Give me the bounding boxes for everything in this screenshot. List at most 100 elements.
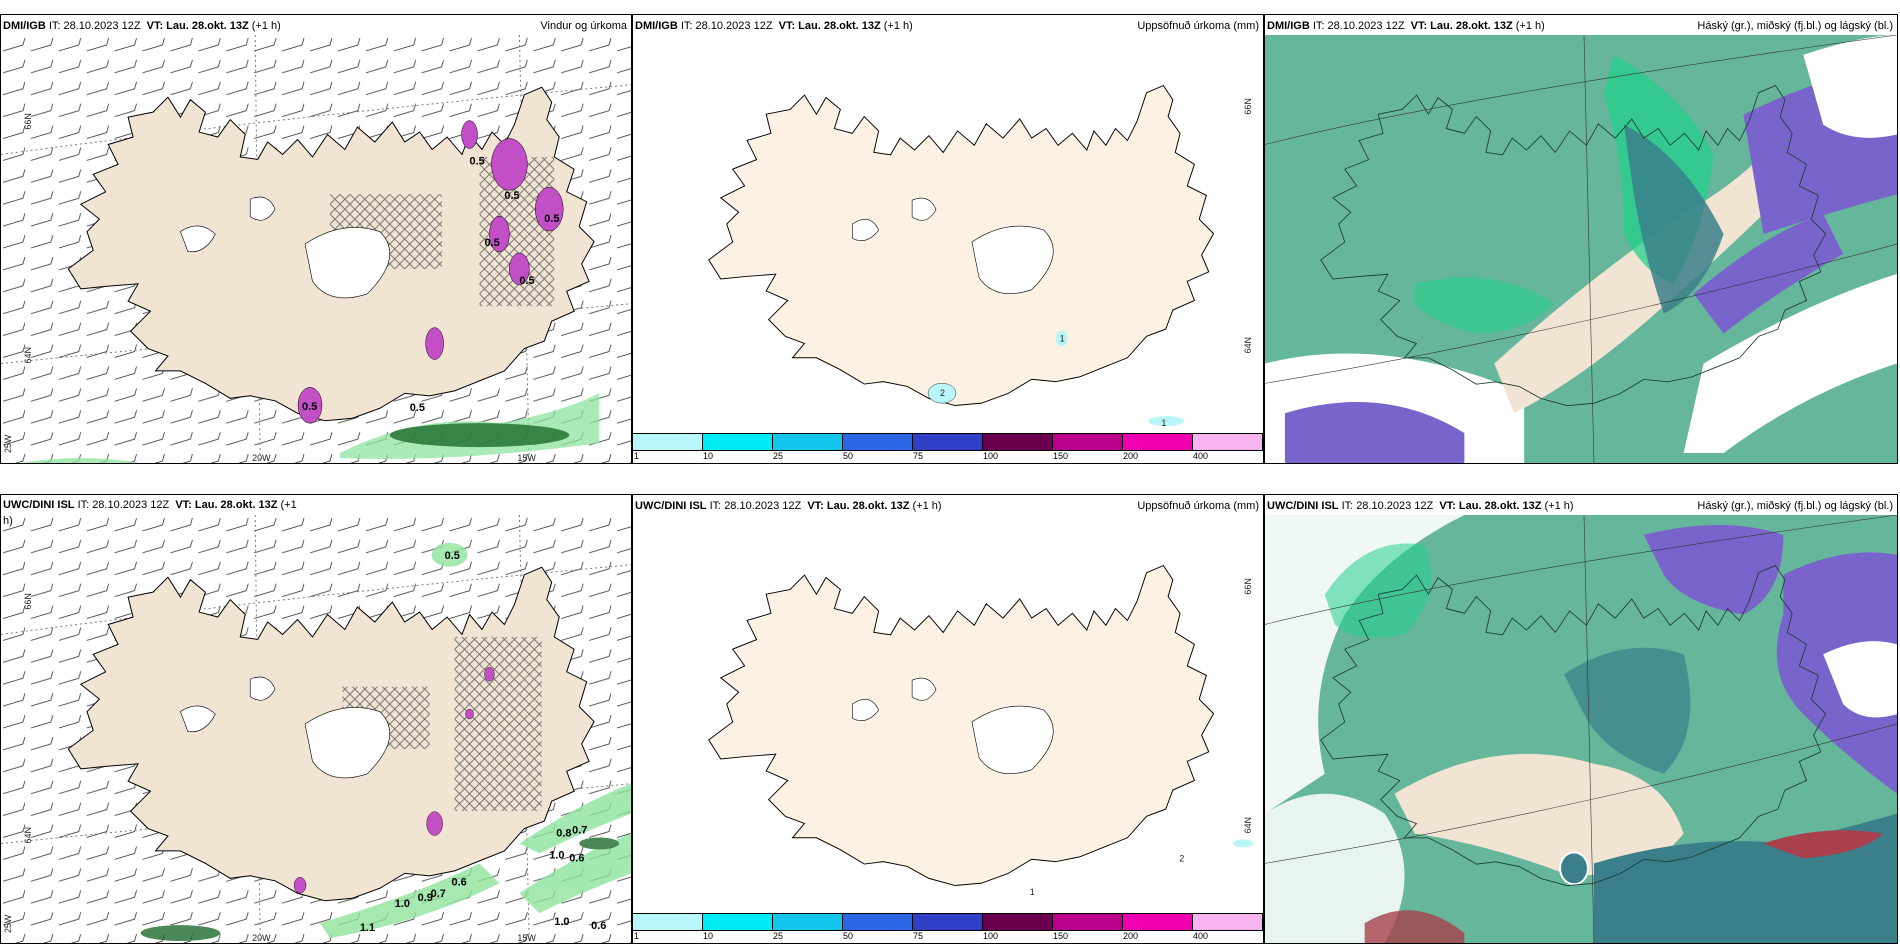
scale-cell <box>843 434 913 450</box>
vt-label: VT: <box>146 20 164 32</box>
value-label: 0.6 <box>452 876 467 888</box>
vt-value: Lau. 28.okt. 13Z <box>166 20 249 32</box>
vt-label: VT: <box>778 20 796 32</box>
lead-time: (+1 h) <box>1544 500 1574 512</box>
value-label: 0.8 <box>556 828 571 840</box>
vt-value: Lau. 28.okt. 13Z <box>798 20 881 32</box>
scale-cell <box>633 434 703 450</box>
it-value: 28.10.2023 12Z <box>695 20 773 32</box>
panel-title: Háský (gr.), miðský (fj.bl.) og lágský (… <box>1697 20 1893 32</box>
precip-scale: 1 10 25 50 75 100 150 200 400 <box>633 913 1263 943</box>
value-label: 0.5 <box>544 213 559 225</box>
scale-label: 25 <box>773 931 784 941</box>
scale-cell <box>703 914 773 930</box>
scale-label: 1 <box>634 451 640 461</box>
panel-header: UWC/DINI ISL IT: 28.10.2023 12Z VT: Lau. … <box>1267 497 1893 515</box>
model-name: DMI/IGB <box>3 20 46 32</box>
scale-bar <box>633 913 1263 931</box>
map-cloud <box>1265 35 1897 463</box>
vt-value: Lau. 28.okt. 13Z <box>1458 500 1542 512</box>
value-label: 1.0 <box>554 916 569 928</box>
panel-dmi-precip: DMI/IGB IT: 28.10.2023 12Z VT: Lau. 28.ok… <box>632 14 1264 464</box>
panel-dmi-wind: DMI/IGB IT: 28.10.2023 12Z VT: Lau. 28.ok… <box>0 14 632 464</box>
lat-label: 66N <box>23 113 33 129</box>
scale-cell <box>1123 914 1193 930</box>
it-value: 28.10.2023 12Z <box>63 20 141 32</box>
vt-value: Lau. 28.okt. 13Z <box>194 499 278 511</box>
scale-cell <box>843 914 913 930</box>
model-name: UWC/DINI ISL <box>3 499 75 511</box>
value-label: 0.6 <box>591 920 606 932</box>
vt-label: VT: <box>175 499 192 511</box>
it-value: 28.10.2023 12Z <box>1327 20 1405 32</box>
value-label: 0.5 <box>519 275 534 287</box>
value-label: 1.0 <box>549 849 564 861</box>
lead-time: (+1 h) <box>883 20 913 32</box>
it-label: IT: <box>77 499 90 511</box>
lat-label: 66N <box>23 593 33 609</box>
map-wind: 0.5 0.5 0.5 0.5 0.5 0.5 0.5 66N 64N 25W … <box>1 35 631 463</box>
vt-value: Lau. 28.okt. 13Z <box>1430 20 1513 32</box>
scale-label: 150 <box>1053 931 1069 941</box>
scale-label: 400 <box>1193 451 1209 461</box>
panel-title: Vindur og úrkoma <box>540 20 627 32</box>
scale-label: 200 <box>1123 931 1139 941</box>
value-label: 2 <box>1179 853 1184 863</box>
scale-cell <box>1053 914 1123 930</box>
scale-cell <box>773 434 843 450</box>
precip-scale: 1 10 25 50 75 100 150 200 400 <box>633 433 1263 463</box>
scale-label: 100 <box>983 931 999 941</box>
scale-label: 1 <box>634 931 640 941</box>
value-label: 2 <box>940 388 945 398</box>
value-label: 1 <box>1030 887 1035 897</box>
scale-label: 50 <box>843 451 854 461</box>
scale-label: 400 <box>1193 931 1209 941</box>
model-name: UWC/DINI ISL <box>1267 500 1339 512</box>
scale-cell <box>1053 434 1123 450</box>
scale-label: 75 <box>913 931 924 941</box>
value-label: 0.5 <box>484 237 499 249</box>
vt-value: Lau. 28.okt. 13Z <box>826 500 910 512</box>
vt-label: VT: <box>1410 20 1428 32</box>
panel-header: UWC/DINI ISL IT: 28.10.2023 12Z VT: Lau. … <box>635 497 1259 515</box>
scale-cell <box>1193 434 1263 450</box>
scale-labels: 1 10 25 50 75 100 150 200 400 <box>633 931 1263 943</box>
panel-dmi-cloud: DMI/IGB IT: 28.10.2023 12Z VT: Lau. 28.ok… <box>1264 14 1898 464</box>
lead-time: (+1 h) <box>912 500 942 512</box>
value-label: 0.5 <box>470 155 485 167</box>
lat-label: 66N <box>1243 98 1253 114</box>
panel-uwc-cloud: UWC/DINI ISL IT: 28.10.2023 12Z VT: Lau. … <box>1264 494 1898 944</box>
model-name: DMI/IGB <box>1267 20 1310 32</box>
value-label: 0.5 <box>302 401 317 413</box>
lon-label: 25W <box>3 914 13 933</box>
scale-cell <box>703 434 773 450</box>
lon-label: 15W <box>517 933 536 943</box>
green-precip <box>20 393 600 463</box>
lat-label: 64N <box>23 347 33 363</box>
map-precip: 2 1 66N 64N <box>633 515 1263 913</box>
value-label: 1.1 <box>360 922 375 934</box>
scale-cell <box>983 434 1053 450</box>
lon-label: 20W <box>252 453 271 463</box>
scale-bar <box>633 433 1263 451</box>
scale-label: 150 <box>1053 451 1069 461</box>
map-wind: 0.5 1.0 0.9 0.7 0.6 1.1 1.0 0.8 0.7 0.6 … <box>1 515 631 943</box>
scale-cell <box>913 914 983 930</box>
value-label: 0.5 <box>445 550 460 562</box>
it-value: 28.10.2023 12Z <box>1356 500 1434 512</box>
panel-header: DMI/IGB IT: 28.10.2023 12Z VT: Lau. 28.ok… <box>1267 17 1893 35</box>
lead-time: (+1 <box>280 499 297 511</box>
map-precip: 2 1 1 66N 64N <box>633 35 1263 433</box>
value-label: 0.6 <box>569 852 584 864</box>
scale-cell <box>1123 434 1193 450</box>
it-label: IT: <box>680 20 693 32</box>
precip-patches <box>297 120 564 424</box>
lead-time: (+1 h) <box>251 20 281 32</box>
scale-label: 25 <box>773 451 784 461</box>
model-name: UWC/DINI ISL <box>635 500 707 512</box>
panel-header: DMI/IGB IT: 28.10.2023 12Z VT: Lau. 28.ok… <box>3 17 627 35</box>
lat-label: 64N <box>23 827 33 843</box>
panel-title: Uppsöfnuð úrkoma (mm) <box>1137 500 1259 512</box>
scale-cell <box>633 914 703 930</box>
lead-time: (+1 h) <box>1515 20 1545 32</box>
